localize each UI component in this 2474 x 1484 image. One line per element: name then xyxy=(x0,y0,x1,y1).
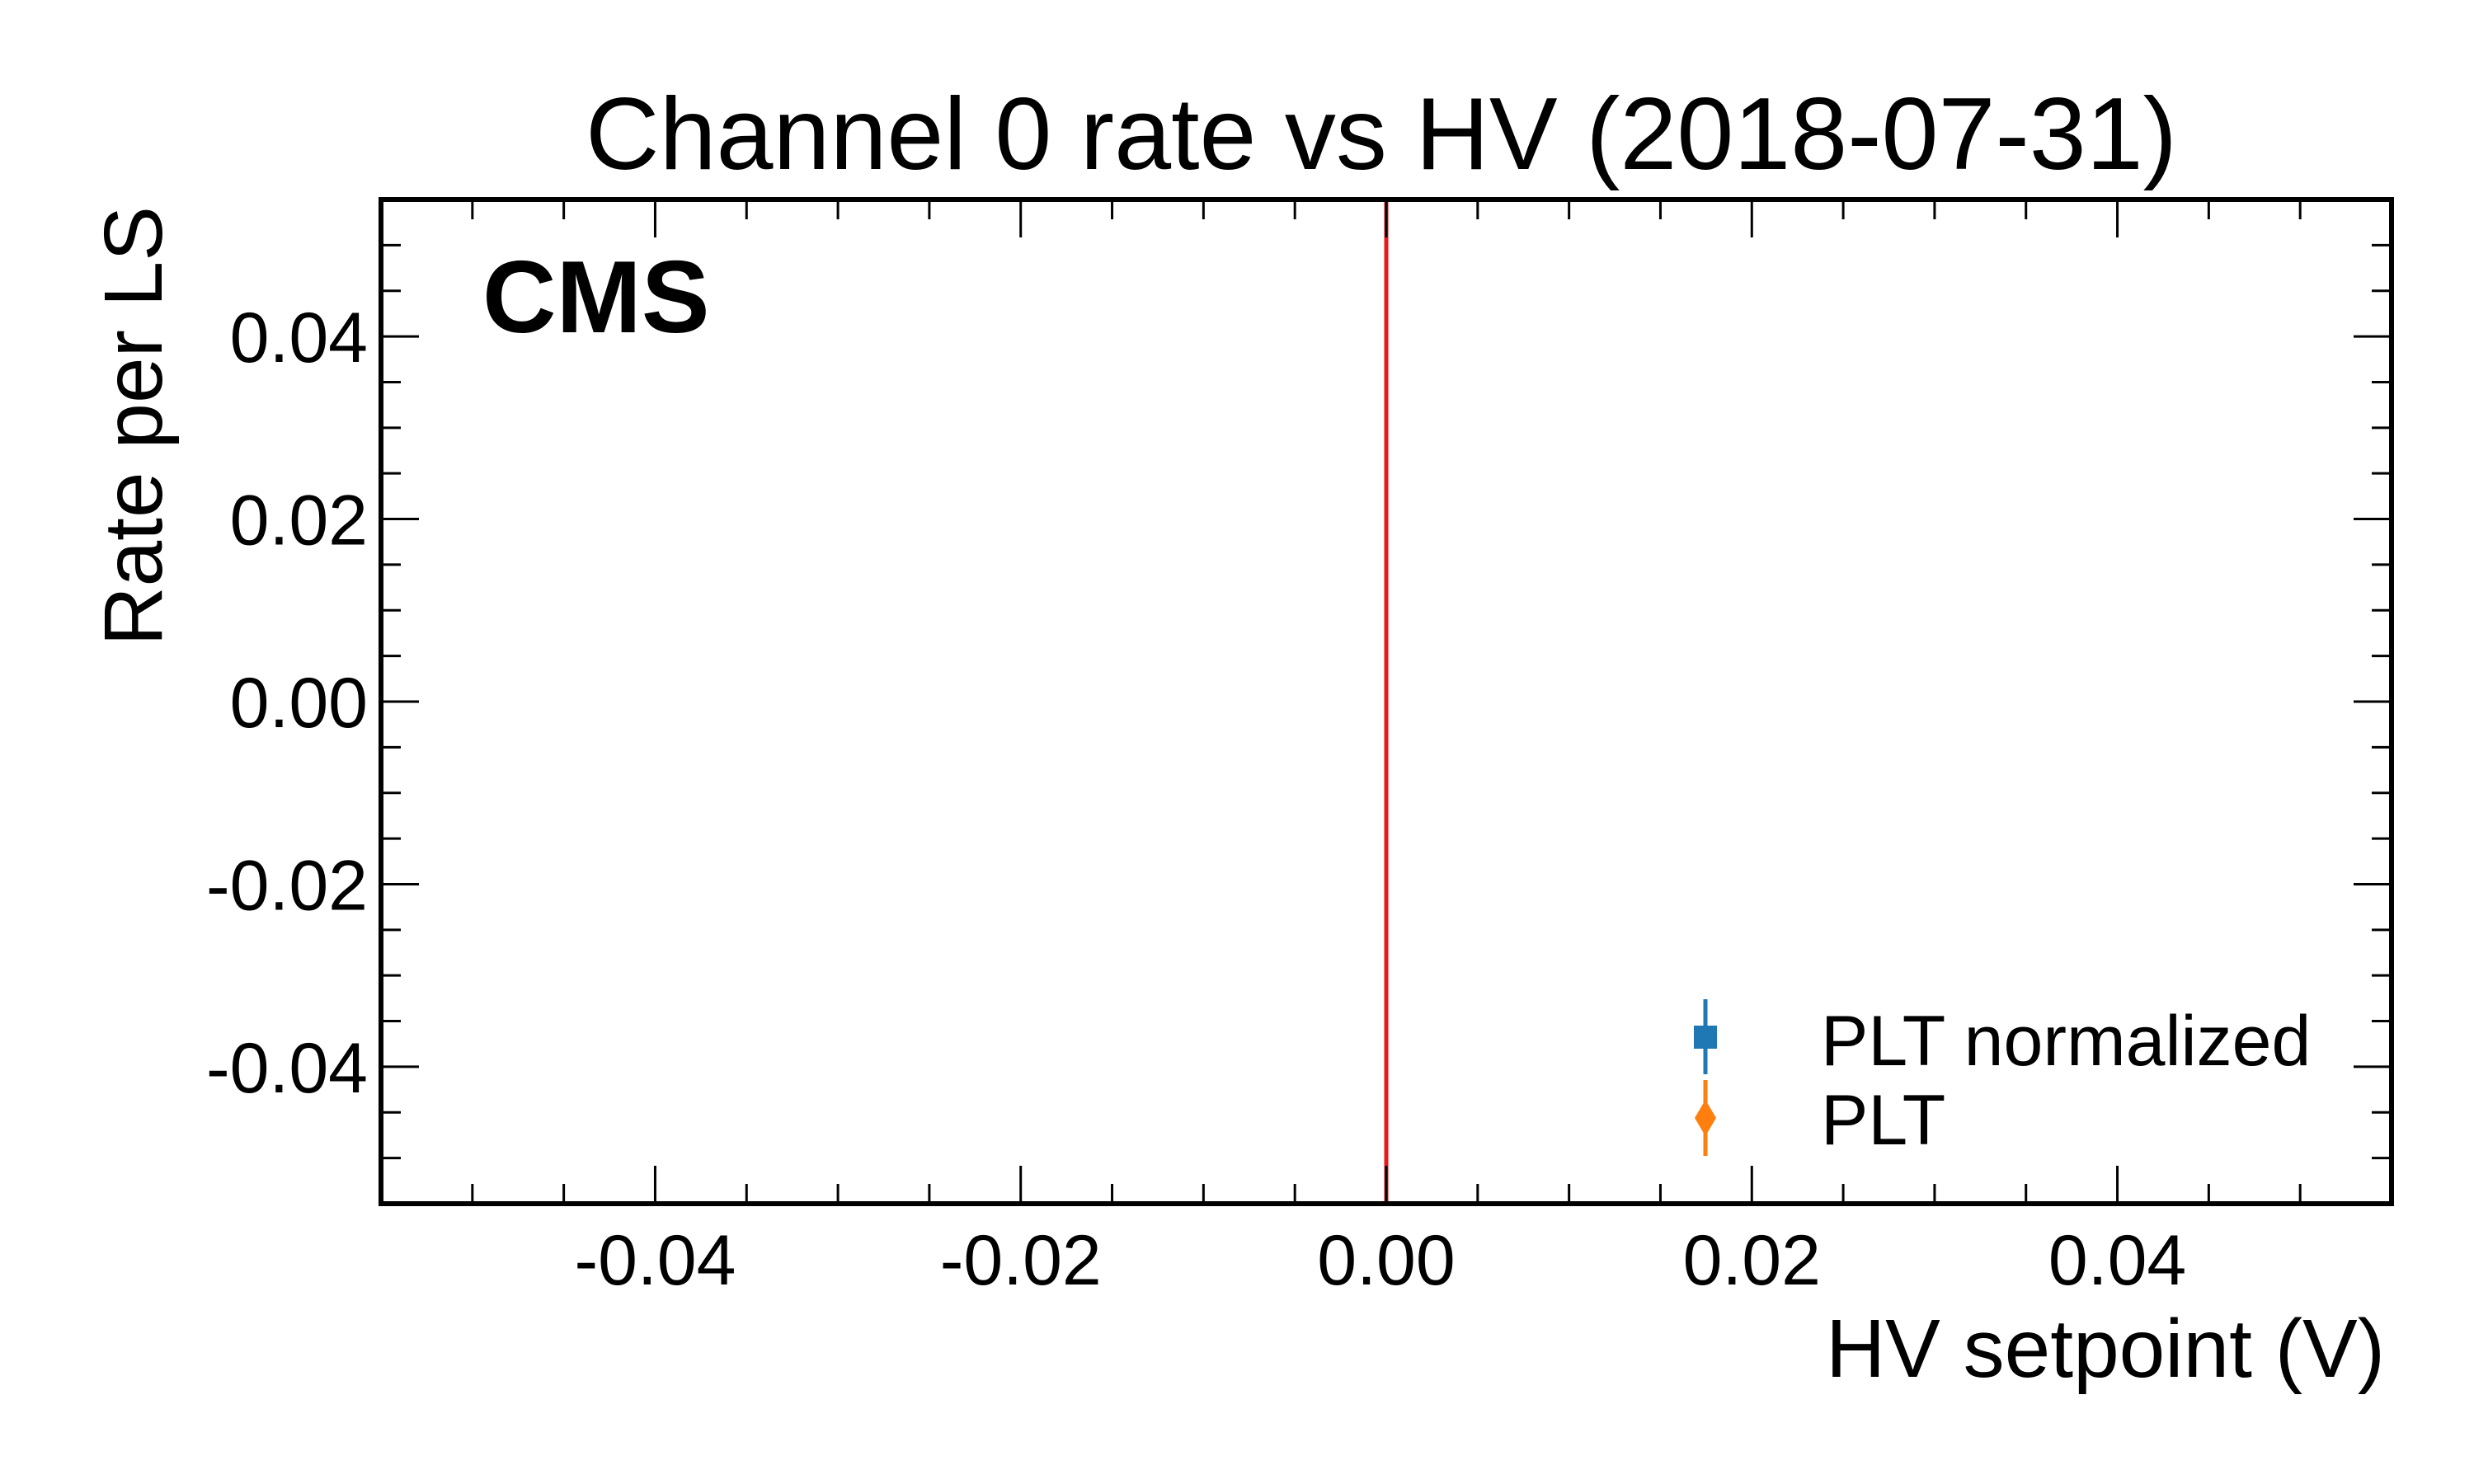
plot-area xyxy=(379,197,2394,1206)
y-tick-label: -0.02 xyxy=(206,846,368,925)
y-tick-label: 0.04 xyxy=(230,298,368,378)
legend: PLT normalized PLT xyxy=(1694,999,2311,1160)
legend-item-plt: PLT xyxy=(1695,1080,1945,1160)
y-tick-label: -0.04 xyxy=(206,1029,368,1108)
legend-marker-diamond-icon xyxy=(1695,1100,1716,1136)
legend-label-plt: PLT xyxy=(1821,1081,1945,1160)
x-tick-label: -0.04 xyxy=(574,1221,736,1300)
plot-frame xyxy=(379,197,2394,1206)
x-tick-label: 0.02 xyxy=(1683,1221,1821,1300)
chart-title: Channel 0 rate vs HV (2018-07-31) xyxy=(586,77,2177,191)
legend-item-plt-normalized: PLT normalized xyxy=(1694,999,2311,1081)
x-axis-label: HV setpoint (V) xyxy=(1826,1303,2385,1395)
legend-label-plt-normalized: PLT normalized xyxy=(1821,1002,2311,1081)
y-tick-label: 0.00 xyxy=(230,664,368,743)
x-tick-label: 0.00 xyxy=(1317,1221,1455,1300)
x-tick-labels: -0.04 -0.02 0.00 0.02 0.04 xyxy=(574,1221,2186,1300)
legend-marker-square-icon xyxy=(1694,1026,1717,1049)
cms-logo: CMS xyxy=(482,241,710,355)
x-tick-label: -0.02 xyxy=(940,1221,1102,1300)
x-tick-label: 0.04 xyxy=(2048,1221,2186,1300)
y-axis-label: Rate per LS xyxy=(87,206,180,646)
y-tick-labels: 0.04 0.02 0.00 -0.02 -0.04 xyxy=(206,298,368,1108)
y-tick-label: 0.02 xyxy=(230,481,368,561)
